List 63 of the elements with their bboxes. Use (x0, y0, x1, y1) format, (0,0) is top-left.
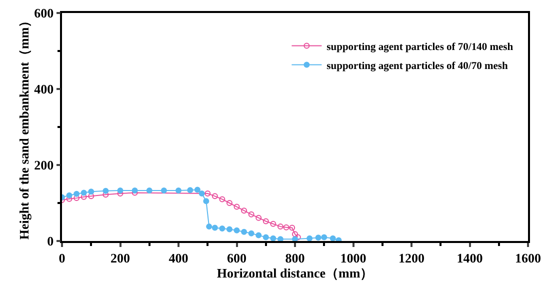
point (219, 225, 226, 232)
point (241, 208, 248, 214)
point (234, 227, 240, 234)
point (292, 231, 298, 238)
y-tick-label: 0 (47, 234, 54, 249)
point (203, 198, 210, 204)
y-tick-label: 400 (34, 82, 54, 97)
point (132, 187, 138, 194)
x-axis-title: Horizontal distance（mm） (216, 265, 374, 280)
point (74, 190, 80, 197)
point (277, 224, 284, 230)
point (277, 236, 284, 241)
point (198, 190, 205, 196)
point (226, 226, 232, 232)
point (66, 192, 72, 198)
y-tick-label: 200 (34, 158, 54, 173)
point (88, 188, 94, 195)
point (234, 204, 240, 210)
point (88, 193, 94, 200)
point (256, 214, 262, 221)
point (206, 224, 212, 230)
point (212, 193, 218, 200)
point (146, 187, 152, 194)
point (270, 235, 276, 241)
point (226, 200, 232, 206)
point (315, 234, 322, 241)
point (248, 211, 254, 218)
x-tick-label: 0 (58, 250, 66, 266)
point (219, 196, 226, 202)
point (262, 218, 269, 224)
point (160, 187, 167, 194)
legend-label: supporting agent particles of 40/70 mesh (326, 60, 508, 72)
point (262, 234, 269, 240)
x-tick-label: 400 (168, 250, 188, 266)
point (248, 230, 254, 236)
point (321, 234, 328, 240)
point (306, 235, 313, 241)
y-tick-label: 600 (34, 6, 54, 21)
x-tick-label: 600 (227, 250, 246, 266)
point (256, 232, 262, 238)
x-tick-label: 1000 (340, 250, 366, 266)
point (294, 234, 301, 240)
point (283, 224, 290, 230)
point (194, 186, 200, 193)
point (289, 224, 296, 231)
y-axis-title: Height of the sand embankment（mm） (16, 14, 32, 240)
point (270, 220, 276, 227)
point (176, 187, 182, 194)
point (212, 224, 218, 231)
legend-label: supporting agent particles of 70/140 mesh (326, 42, 514, 53)
point (187, 187, 194, 194)
x-tick-label: 800 (285, 250, 305, 266)
point (117, 187, 124, 194)
point (204, 190, 211, 196)
x-tick-label: 1400 (456, 250, 483, 266)
point (102, 188, 109, 194)
x-tick-label: 200 (110, 250, 130, 266)
point (241, 228, 248, 235)
x-tick-label: 1600 (515, 250, 541, 266)
point (330, 235, 336, 241)
x-tick-label: 1200 (398, 250, 424, 266)
point (80, 190, 87, 196)
point (292, 236, 298, 241)
